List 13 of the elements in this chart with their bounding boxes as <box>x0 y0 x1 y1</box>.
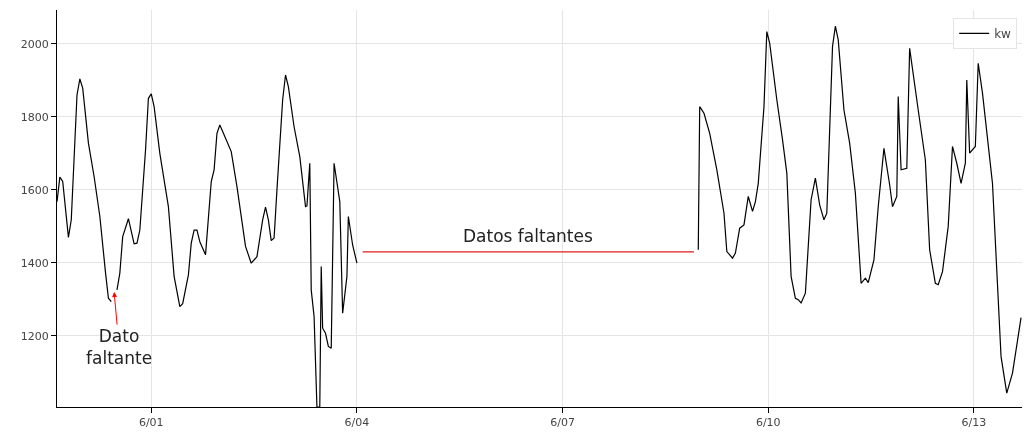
annotation: Datos faltantes <box>463 226 593 246</box>
annotation: Dato faltante <box>86 326 153 369</box>
x-tick-label: 6/01 <box>138 416 164 430</box>
x-tick-label: 6/04 <box>344 416 370 430</box>
y-tick-label: 1400 <box>20 256 49 270</box>
y-tick-label: 2000 <box>20 37 49 51</box>
y-tick-label: 1800 <box>20 110 49 124</box>
y-tick-label: 1600 <box>20 183 49 197</box>
x-tick-label: 6/10 <box>755 416 781 430</box>
legend-label: kw <box>994 27 1012 42</box>
x-tick-label: 6/07 <box>550 416 575 430</box>
y-tick-label: 1200 <box>20 329 49 343</box>
x-tick-label: 6/13 <box>961 416 987 430</box>
